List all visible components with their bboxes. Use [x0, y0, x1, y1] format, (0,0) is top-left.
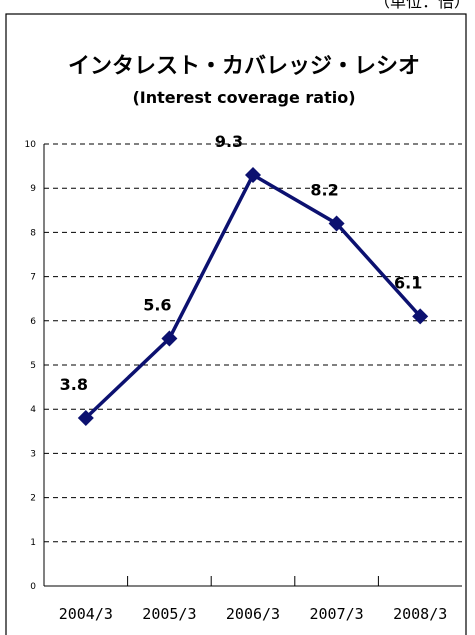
y-tick-label: 7	[30, 273, 36, 283]
y-tick-label: 9	[30, 184, 36, 194]
data-point-marker	[161, 330, 178, 347]
y-tick-label: 10	[25, 140, 37, 150]
chart-title: インタレスト・カバレッジ・レシオ	[68, 54, 420, 79]
y-tick-label: 6	[30, 317, 36, 327]
y-tick-label: 8	[30, 228, 36, 238]
data-labels: 3.8 5.6 9.3 8.2 6.1	[60, 132, 423, 394]
y-tick-label: 1	[30, 538, 36, 548]
gridlines	[44, 143, 462, 543]
x-tick-label: 2005/3	[142, 605, 196, 623]
x-tick-label: 2006/3	[226, 605, 280, 623]
y-tick-label: 4	[30, 405, 36, 415]
y-tick-label: 2	[30, 494, 36, 504]
data-point-marker	[77, 410, 94, 427]
chart-frame	[5, 13, 467, 635]
x-tick-label: 2008/3	[393, 605, 447, 623]
data-label: 5.6	[143, 295, 171, 314]
x-tick-labels: 2004/3 2005/3 2006/3 2007/3 2008/3	[59, 605, 448, 623]
data-point-marker	[328, 215, 345, 232]
data-point-marker	[245, 166, 261, 183]
x-tick-label: 2007/3	[310, 605, 364, 623]
y-tick-label: 3	[30, 449, 36, 459]
y-tick-labels: 0 1 2 3 4 5 6 7 8 9 10	[25, 140, 37, 592]
unit-label: （単位：倍）	[374, 0, 470, 11]
data-label: 6.1	[394, 273, 422, 292]
chart-subtitle: (Interest coverage ratio)	[132, 88, 355, 107]
y-tick-label: 0	[30, 582, 36, 592]
data-series	[77, 166, 429, 427]
data-label: 8.2	[310, 181, 338, 200]
y-tick-label: 5	[30, 361, 36, 371]
data-point-marker	[412, 308, 429, 325]
data-label: 3.8	[60, 375, 88, 394]
x-tick-label: 2004/3	[59, 605, 113, 623]
axes	[43, 144, 462, 587]
data-label: 9.3	[215, 132, 243, 151]
